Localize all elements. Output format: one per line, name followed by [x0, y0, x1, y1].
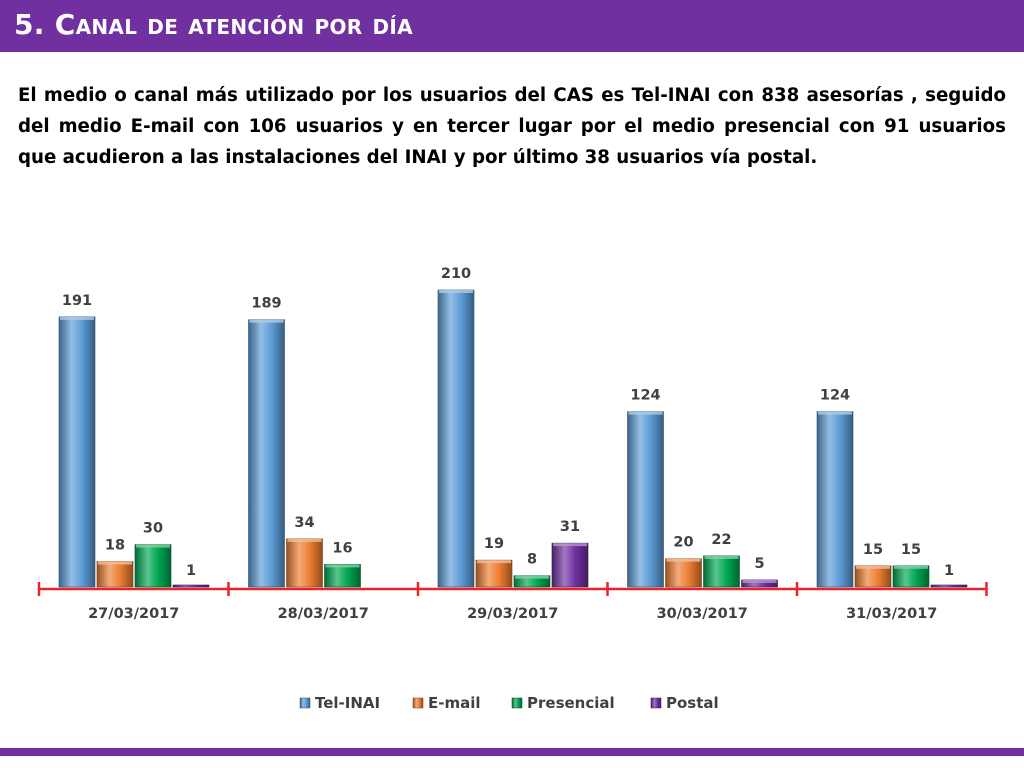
- data-label-0-3: 124: [630, 388, 660, 404]
- data-label-3-4: 1: [944, 563, 954, 579]
- bar-postal-4: [930, 584, 968, 588]
- x-tick-label-1: 28/03/2017: [278, 606, 369, 622]
- bar-tel-inai-0: [58, 316, 96, 588]
- bar-cap-1-1: [287, 538, 322, 542]
- bar-cap-0-0: [60, 316, 94, 320]
- legend-swatch-e-mail: [412, 697, 424, 709]
- bar-e-mail-3: [665, 558, 702, 588]
- bar-tel-inai-3: [627, 411, 664, 588]
- bar-cap-2-0: [136, 544, 170, 548]
- bar-cap-0-2: [439, 290, 473, 293]
- x-tick-label-4: 31/03/2017: [846, 606, 937, 622]
- bar-cap-3-3: [742, 579, 777, 583]
- bar-tel-inai-2: [437, 289, 475, 588]
- legend-label-tel-inai: Tel-INAI: [315, 694, 380, 712]
- bar-cap-1-4: [856, 565, 890, 569]
- bar-e-mail-2: [475, 559, 513, 588]
- bottom-bar: [0, 748, 1024, 756]
- bar-cap-0-4: [818, 411, 852, 415]
- data-label-3-2: 31: [560, 519, 580, 535]
- bar-cap-3-2: [553, 543, 587, 547]
- data-label-3-3: 5: [754, 556, 764, 572]
- bar-e-mail-4: [854, 565, 892, 588]
- data-label-1-0: 18: [105, 538, 125, 554]
- legend-swatch-postal: [650, 697, 662, 709]
- bar-cap-2-4: [894, 565, 928, 569]
- x-tick-label-2: 29/03/2017: [467, 606, 558, 622]
- bar-cap-1-3: [666, 558, 701, 562]
- bar-e-mail-0: [96, 561, 134, 588]
- x-tick-label-3: 30/03/2017: [657, 606, 748, 622]
- legend-label-presencial: Presencial: [527, 694, 615, 712]
- data-label-2-2: 8: [527, 552, 537, 568]
- data-label-2-1: 16: [332, 540, 352, 556]
- title-bar: 5. Canal de atención por día: [0, 0, 1024, 52]
- data-label-1-3: 20: [673, 535, 693, 551]
- bar-e-mail-1: [286, 538, 323, 588]
- bar-presencial-0: [134, 544, 172, 588]
- data-label-3-0: 1: [186, 563, 196, 579]
- labels-layer: 191 18 30 1 189 34 16 210 19 8 31 124 20 22 5 124 15 15 1: [62, 266, 954, 579]
- legend-swatch-presencial: [511, 697, 523, 709]
- bar-presencial-3: [703, 555, 740, 588]
- data-label-0-0: 191: [62, 293, 92, 309]
- bar-cap-0-3: [628, 411, 663, 415]
- bar-postal-0: [172, 584, 210, 588]
- data-label-2-4: 15: [901, 542, 921, 558]
- bar-tel-inai-4: [816, 411, 854, 588]
- bar-cap-1-0: [98, 561, 132, 565]
- data-label-2-3: 22: [711, 532, 731, 548]
- bar-cap-2-3: [704, 555, 739, 559]
- bar-cap-1-2: [477, 560, 511, 564]
- bar-cap-0-1: [249, 319, 284, 323]
- data-label-2-0: 30: [143, 521, 163, 537]
- x-tick-label-0: 27/03/2017: [88, 606, 179, 622]
- bar-postal-2: [551, 542, 589, 588]
- data-label-0-4: 124: [820, 388, 850, 404]
- bar-tel-inai-1: [248, 319, 285, 588]
- description-text: El medio o canal más utilizado por los u…: [18, 85, 1006, 168]
- bar-presencial-4: [892, 565, 930, 588]
- x-axis: 27/03/2017 28/03/2017 29/03/2017 30/03/2017…: [37, 582, 988, 622]
- bar-cap-2-2: [515, 575, 549, 579]
- legend: Tel-INAI E-mail Presencial Postal: [299, 694, 719, 712]
- legend-swatch-tel-inai: [299, 697, 311, 709]
- data-label-1-1: 34: [294, 515, 314, 531]
- data-label-1-4: 15: [863, 542, 883, 558]
- legend-label-e-mail: E-mail: [428, 694, 481, 712]
- page-title: 5. Canal de atención por día: [14, 8, 413, 41]
- bars-layer: [58, 289, 968, 588]
- data-label-1-2: 19: [484, 536, 504, 552]
- bar-cap-2-1: [325, 564, 360, 568]
- legend-label-postal: Postal: [666, 694, 719, 712]
- data-label-0-1: 189: [251, 296, 281, 312]
- data-label-0-2: 210: [441, 266, 471, 282]
- bar-presencial-1: [324, 564, 361, 588]
